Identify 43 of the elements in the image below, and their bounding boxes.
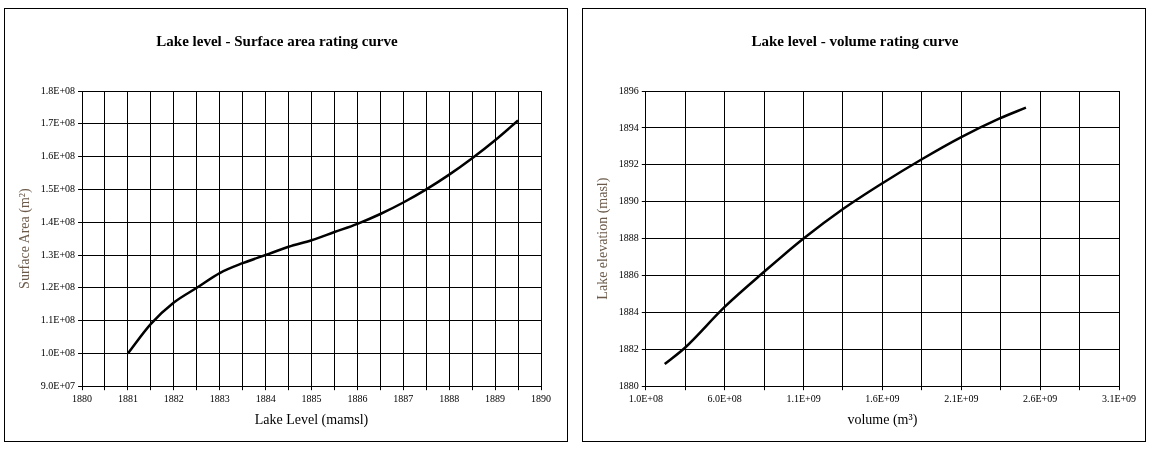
- y-tick-label: 1892: [618, 158, 639, 170]
- y-tick-label: 1896: [618, 84, 639, 96]
- x-tick-label: 1884: [255, 392, 276, 404]
- x-tick-label: 1883: [209, 392, 230, 404]
- y-axis-title: Lake elevation (masl): [595, 177, 612, 300]
- x-axis-title: Lake Level (mamsl): [254, 412, 369, 429]
- y-tick-label: 1.3E+08: [40, 248, 76, 260]
- y-tick-label: 1.6E+08: [40, 150, 76, 162]
- x-tick-label: 6.0E+08: [707, 392, 742, 404]
- y-tick-label: 1.2E+08: [40, 281, 76, 293]
- y-tick-label: 1880: [618, 379, 639, 391]
- x-tick-label: 1882: [163, 392, 184, 404]
- x-tick-label: 2.6E+09: [1023, 392, 1058, 404]
- x-tick-label: 2.1E+09: [944, 392, 979, 404]
- y-tick-label: 1.1E+08: [40, 314, 76, 326]
- x-tick-label: 1885: [301, 392, 322, 404]
- x-tick-label: 1889: [485, 392, 506, 404]
- x-tick-label: 1890: [531, 392, 551, 404]
- x-tick-label: 3.1E+09: [1101, 392, 1137, 404]
- chart-title: Lake level - volume rating curve: [751, 32, 959, 49]
- chart-title: Lake level - Surface area rating curve: [156, 32, 398, 49]
- y-tick-label: 1894: [618, 121, 639, 133]
- y-tick-label: 1.5E+08: [40, 183, 76, 195]
- y-tick-label: 1.7E+08: [40, 117, 76, 129]
- x-tick-label: 1.6E+09: [865, 392, 900, 404]
- x-tick-label: 1881: [117, 392, 138, 404]
- x-tick-label: 1.0E+08: [628, 392, 663, 404]
- x-tick-label: 1887: [393, 392, 414, 404]
- y-tick-label: 1882: [618, 342, 639, 354]
- y-tick-label: 1.8E+08: [40, 84, 76, 96]
- x-tick-label: 1880: [72, 392, 93, 404]
- x-tick-label: 1.1E+09: [786, 392, 821, 404]
- y-tick-label: 1884: [618, 306, 639, 318]
- x-axis-title: volume (m³): [847, 412, 918, 429]
- x-tick-label: 1886: [347, 392, 368, 404]
- y-tick-label: 1886: [618, 269, 639, 281]
- x-tick-label: 1888: [439, 392, 460, 404]
- y-tick-label: 1.0E+08: [40, 347, 76, 359]
- y-tick-label: 9.0E+07: [40, 379, 76, 391]
- y-tick-label: 1888: [618, 232, 639, 244]
- y-axis-title: Surface Area (m²): [17, 187, 34, 289]
- y-tick-label: 1890: [618, 195, 639, 207]
- y-tick-label: 1.4E+08: [40, 215, 76, 227]
